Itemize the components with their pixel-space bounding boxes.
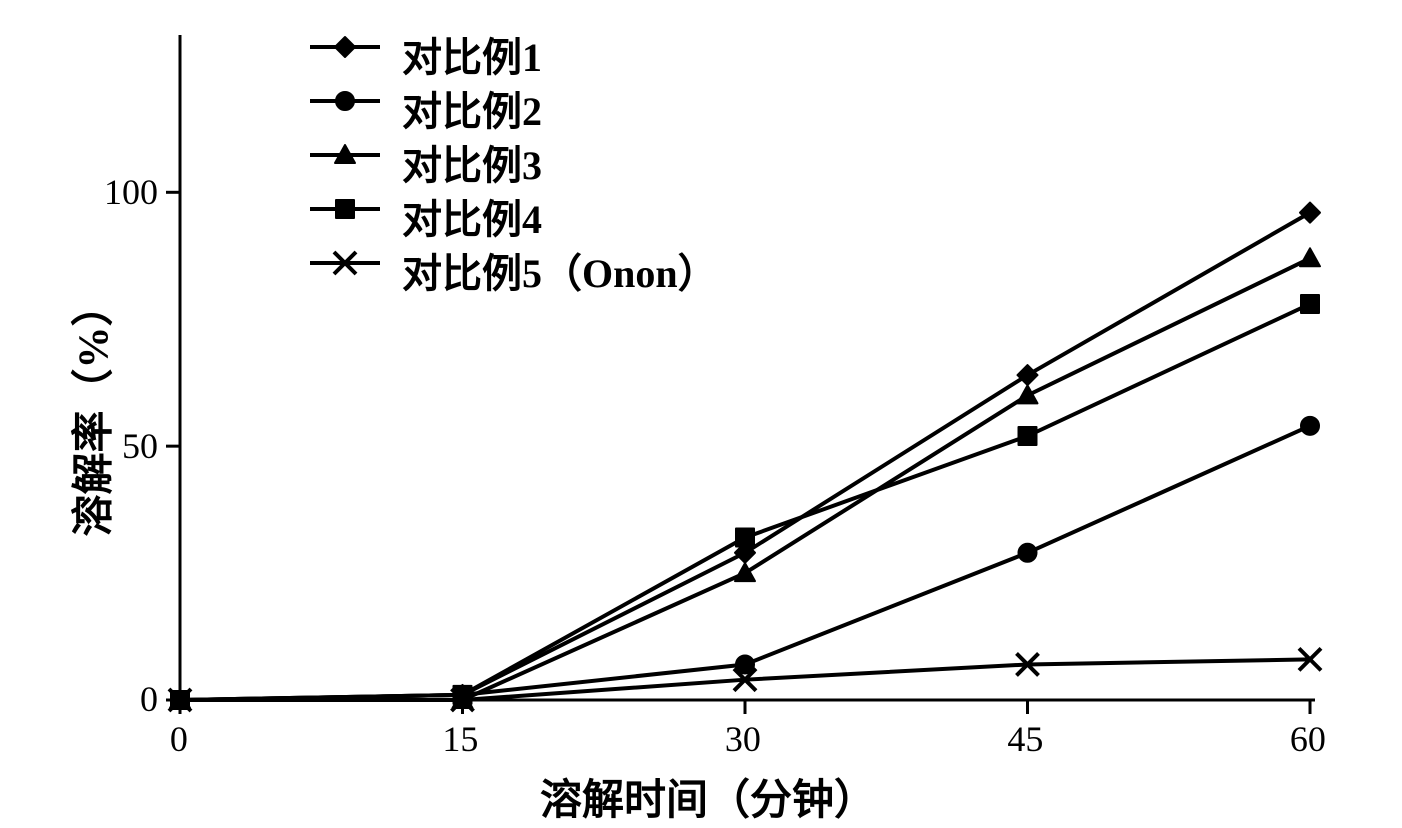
x-tick-label: 45 [1007, 718, 1043, 760]
y-tick-label: 0 [140, 678, 158, 720]
legend-item-s4: 对比例4 [402, 187, 542, 245]
legend-item-s3: 对比例3 [402, 133, 542, 191]
chart-svg [0, 0, 1402, 828]
x-tick-label: 15 [442, 718, 478, 760]
x-tick-label: 0 [170, 718, 188, 760]
series-line-s1 [180, 213, 1310, 700]
y-axis-label: 溶解率（%） [60, 261, 121, 561]
legend-item-s1: 对比例1 [402, 25, 542, 83]
x-tick-label: 60 [1290, 718, 1326, 760]
series-line-s3 [180, 258, 1310, 700]
x-axis-label: 溶解时间（分钟） [540, 766, 876, 827]
legend-item-s5: 对比例5（Onon） [402, 241, 718, 299]
x-axis-label-text: 溶解时间（分钟） [540, 778, 876, 824]
legend-item-s2: 对比例2 [402, 79, 542, 137]
chart-container: 溶解率（%） 溶解时间（分钟） 0 50 100 0 15 30 45 60 对比例1对比例2… [0, 0, 1402, 828]
y-axis-label-text: 溶解率（%） [72, 285, 118, 537]
y-tick-label: 100 [104, 171, 158, 213]
x-tick-label: 30 [725, 718, 761, 760]
y-tick-label: 50 [122, 425, 158, 467]
